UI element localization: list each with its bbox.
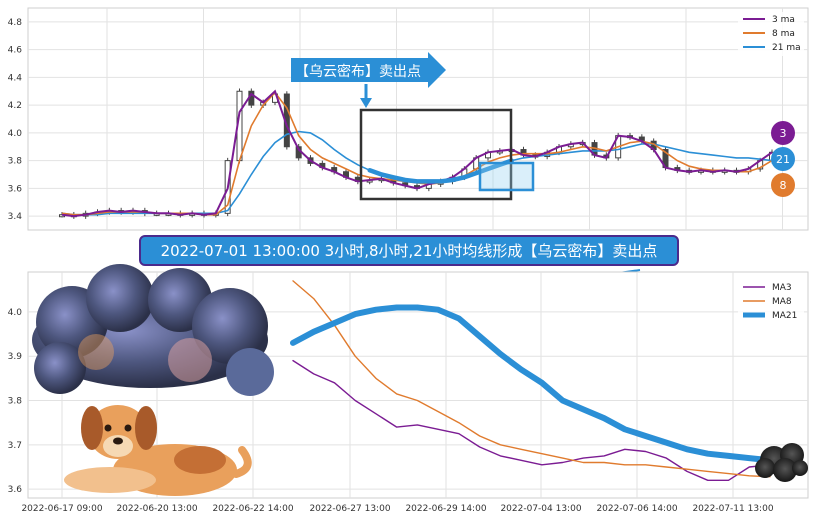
y-tick-label: 3.8	[8, 397, 23, 407]
legend-label: 8 ma	[772, 29, 795, 39]
dark-cloud-icon	[755, 443, 808, 482]
y-tick-label: 3.6	[8, 184, 23, 194]
y-tick-label: 3.4	[8, 212, 23, 222]
bottom-y-axis: 3.6 3.7 3.8 3.9 4.0	[8, 308, 23, 495]
y-tick-label: 4.4	[8, 73, 23, 83]
ma21-highlight	[367, 158, 514, 184]
y-tick-label: 4.0	[8, 129, 23, 139]
y-tick-label: 3.9	[8, 352, 23, 362]
x-tick-label: 2022-06-27 13:00	[309, 504, 390, 514]
y-tick-label: 3.6	[8, 485, 23, 495]
top-legend: 3 ma 8 ma 21 ma	[738, 12, 804, 56]
top-annotation: 【乌云密布】卖出点	[291, 52, 446, 108]
legend-label: 3 ma	[772, 15, 795, 25]
x-tick-label: 2022-06-20 13:00	[116, 504, 197, 514]
top-ma-lines	[61, 89, 773, 218]
bottom-x-axis: 2022-06-17 09:00 2022-06-20 13:00 2022-06-…	[21, 504, 773, 514]
signal-banner: 2022-07-01 13:00:00 3小时,8小时,21小时均线形成【乌云密…	[139, 235, 679, 286]
y-tick-label: 4.6	[8, 46, 23, 56]
x-tick-label: 2022-06-29 14:00	[405, 504, 486, 514]
badge-ma8: 8	[780, 179, 787, 192]
y-tick-label: 4.8	[8, 18, 23, 28]
x-tick-label: 2022-07-04 13:00	[500, 504, 581, 514]
badge-ma21: 21	[776, 153, 790, 166]
ma-line-3-ma	[61, 89, 773, 218]
storm-cloud-icon	[32, 264, 274, 396]
dog-icon	[64, 405, 252, 496]
line-MA8	[292, 280, 771, 478]
y-tick-label: 4.2	[8, 101, 22, 111]
line-MA21	[290, 304, 773, 464]
legend-label: MA21	[772, 311, 797, 321]
top-y-axis: 3.4 3.6 3.8 4.0 4.2 4.4 4.6 4.8	[8, 18, 23, 222]
x-tick-label: 2022-07-06 14:00	[596, 504, 677, 514]
highlight-box-small	[478, 161, 535, 192]
highlight-box	[359, 108, 513, 201]
legend-label: 21 ma	[772, 43, 801, 53]
y-tick-label: 3.8	[8, 157, 23, 167]
badge-ma3: 3	[780, 127, 787, 140]
x-tick-label: 2022-06-17 09:00	[21, 504, 102, 514]
bottom-legend: MA3 MA8 MA21	[738, 280, 804, 324]
y-tick-label: 3.7	[8, 441, 22, 451]
y-tick-label: 4.0	[8, 308, 23, 318]
down-arrow-icon	[360, 98, 372, 108]
top-panel-frame	[27, 7, 809, 231]
line-MA3	[292, 359, 771, 481]
legend-label: MA3	[772, 283, 792, 293]
banner-text: 2022-07-01 13:00:00 3小时,8小时,21小时均线形成【乌云密…	[161, 242, 658, 260]
x-tick-label: 2022-06-22 14:00	[212, 504, 293, 514]
top-annotation-text: 【乌云密布】卖出点	[295, 63, 421, 80]
legend-label: MA8	[772, 297, 792, 307]
bottom-ma-lines	[290, 280, 773, 481]
x-tick-label: 2022-07-11 13:00	[692, 504, 773, 514]
ma-badges: 3 21 8	[771, 121, 795, 197]
